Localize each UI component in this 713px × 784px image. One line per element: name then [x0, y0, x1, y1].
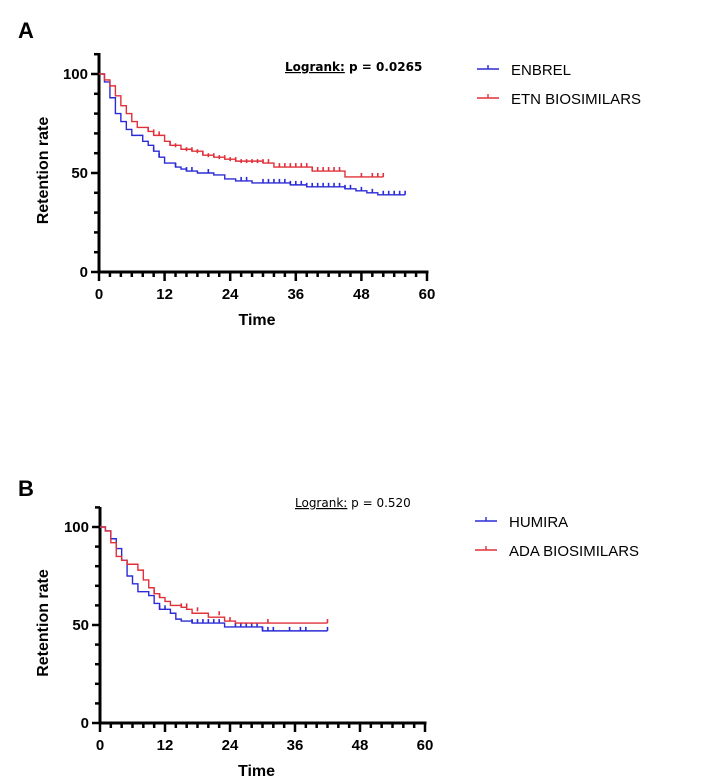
logrank-annotation: Logrank: p = 0.0265 [285, 60, 422, 74]
x-axis-title: Time [238, 763, 275, 780]
y-tick-label: 0 [80, 264, 88, 281]
x-tick-label: 0 [96, 737, 104, 754]
x-tick-label: 24 [222, 737, 239, 754]
y-tick-label: 50 [71, 165, 88, 182]
series-etn-biosimilars [99, 73, 385, 178]
y-tick-label: 100 [63, 66, 88, 83]
legend-label: HUMIRA [509, 514, 568, 531]
logrank-value: p = 0.520 [347, 496, 410, 510]
y-axis-title: Retention rate [35, 569, 52, 677]
series-ada-biosimilars [100, 526, 329, 624]
series-humira [100, 526, 329, 632]
x-tick-label: 36 [287, 286, 304, 303]
y-axis-title: Retention rate [35, 117, 52, 225]
x-tick-label: 60 [419, 286, 436, 303]
logrank-value: p = 0.0265 [345, 60, 422, 74]
legend-label: ADA BIOSIMILARS [509, 543, 639, 560]
y-tick-label: 50 [72, 617, 89, 634]
legend-item: ADA BIOSIMILARS [475, 543, 639, 560]
x-tick-label: 48 [353, 286, 370, 303]
logrank-label: Logrank: [285, 60, 345, 74]
y-tick-label: 0 [81, 715, 89, 732]
legend-item: ENBREL [477, 62, 571, 79]
x-tick-label: 48 [352, 737, 369, 754]
panel-label: B [18, 476, 34, 501]
survival-curve [100, 526, 328, 632]
panel-b: B 0 12 24 36 48 60 0 50 100 Time Retention rate Log… [0, 450, 713, 784]
km-chart-a: 0 12 24 36 48 60 0 50 100 Time Retention rate Logra… [35, 52, 641, 329]
x-tick-label: 0 [95, 286, 103, 303]
x-tick-label: 12 [156, 286, 173, 303]
panel-a: A 0 12 24 36 48 60 0 50 100 Time Retention rate Log… [0, 0, 713, 390]
logrank-label: Logrank: [295, 496, 347, 510]
y-tick-label: 100 [64, 519, 89, 536]
survival-curve [100, 526, 328, 624]
x-tick-label: 60 [417, 737, 434, 754]
legend-item: ETN BIOSIMILARS [477, 91, 641, 108]
legend-item: HUMIRA [475, 514, 568, 531]
legend-label: ENBREL [511, 62, 571, 79]
logrank-annotation: Logrank: p = 0.520 [295, 496, 411, 510]
x-tick-label: 12 [157, 737, 174, 754]
km-chart-b: 0 12 24 36 48 60 0 50 100 Time Retention rate Logra… [35, 496, 639, 780]
survival-curve [99, 73, 406, 196]
panel-label: A [18, 18, 34, 43]
x-tick-label: 24 [222, 286, 239, 303]
x-axis-title: Time [238, 312, 275, 329]
series-enbrel [99, 73, 406, 196]
legend-label: ETN BIOSIMILARS [511, 91, 641, 108]
x-tick-label: 36 [287, 737, 304, 754]
